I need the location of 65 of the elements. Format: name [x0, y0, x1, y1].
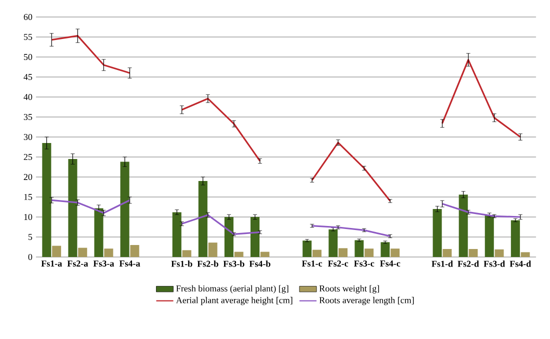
x-tick-label: Fs1-b	[171, 260, 192, 267]
x-tick-label: Fs4-b	[249, 260, 270, 267]
y-tick-label: 10	[24, 214, 32, 220]
y-tick-label: 30	[24, 134, 32, 140]
bar	[510, 220, 520, 257]
x-tick-label: Fs1-a	[41, 260, 62, 267]
y-tick-label: 40	[24, 94, 32, 100]
bar	[364, 248, 374, 257]
y-tick-label: 60	[24, 14, 32, 20]
bar	[354, 240, 364, 257]
bar	[250, 216, 260, 257]
x-tick-label: Fs4-a	[119, 260, 140, 267]
bar	[338, 248, 348, 257]
x-tick-label: Fs4-d	[510, 260, 532, 267]
bar	[172, 212, 182, 257]
bar	[182, 250, 192, 257]
y-tick-label: 25	[24, 154, 32, 160]
x-tick-label: Fs3-b	[223, 260, 244, 267]
y-tick-label: 0	[28, 254, 32, 260]
bar	[494, 249, 504, 257]
bar	[328, 229, 338, 257]
bar	[224, 216, 234, 257]
bar	[380, 242, 390, 257]
bar	[458, 194, 468, 257]
x-tick-label: Fs1-d	[432, 260, 453, 267]
bar	[484, 214, 494, 257]
bar	[520, 252, 530, 257]
x-tick-label: Fs2-d	[458, 260, 479, 267]
y-tick-label: 35	[24, 114, 32, 120]
bar	[94, 208, 104, 257]
bar	[78, 248, 88, 257]
bar	[104, 248, 114, 257]
bar	[52, 246, 62, 257]
x-tick-label: Fs4-c	[380, 260, 400, 267]
bar	[302, 240, 312, 257]
y-tick-label: 20	[24, 174, 32, 180]
x-tick-label: Fs1-c	[302, 260, 322, 267]
y-tick-label: 45	[24, 74, 32, 80]
bar	[42, 142, 52, 257]
bar	[208, 242, 218, 257]
bar	[198, 180, 208, 257]
bar	[390, 248, 400, 257]
bar	[68, 158, 78, 257]
legend-label: Roots weight [g]	[319, 285, 379, 294]
bar	[432, 208, 442, 257]
x-tick-label: Fs3-d	[484, 260, 505, 267]
bar	[130, 244, 140, 257]
x-tick-label: Fs2-b	[197, 260, 218, 267]
x-tick-label: Fs2-c	[328, 260, 348, 267]
y-tick-label: 15	[24, 194, 32, 200]
y-tick-label: 5	[28, 234, 32, 240]
bar	[234, 252, 244, 257]
x-tick-label: Fs2-a	[67, 260, 88, 267]
legend-label: Aerial plant average height [cm]	[176, 296, 292, 306]
x-tick-label: Fs3-c	[354, 260, 374, 267]
y-tick-label: 55	[24, 34, 32, 40]
legend-label: Fresh biomass (aerial plant) [g]	[176, 285, 288, 294]
legend-label: Roots average length [cm]	[319, 296, 414, 306]
bar	[442, 248, 452, 257]
bar	[260, 252, 270, 257]
bar	[312, 250, 322, 257]
bar	[468, 248, 478, 257]
x-tick-label: Fs3-a	[93, 260, 114, 267]
bar	[120, 162, 130, 257]
y-tick-label: 50	[24, 54, 32, 60]
